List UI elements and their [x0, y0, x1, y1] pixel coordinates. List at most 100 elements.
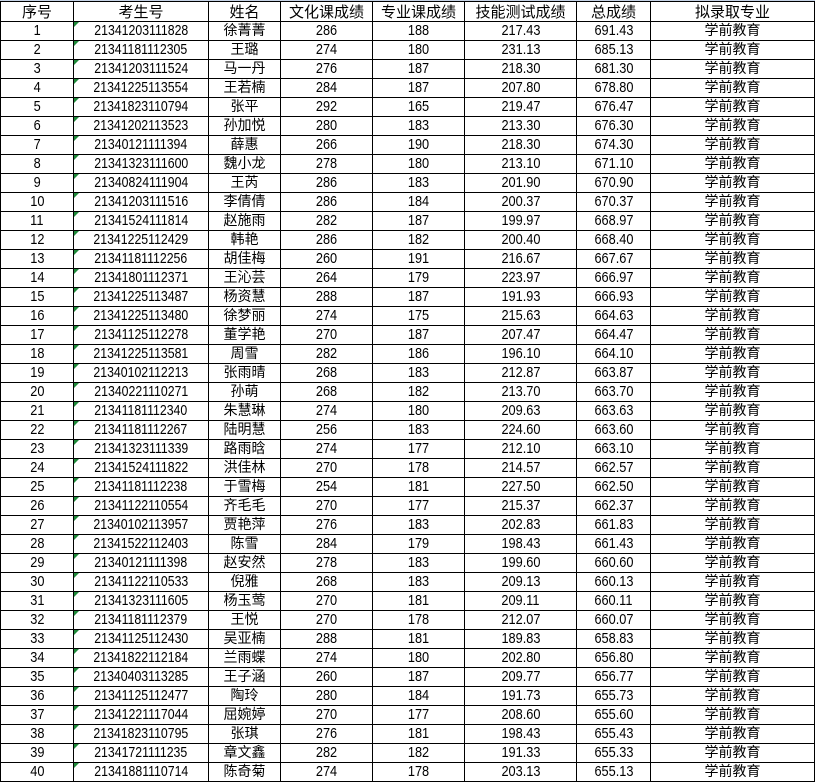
admitted-major-cell[interactable]: 学前教育 [650, 496, 815, 516]
exam-id-cell[interactable]: 21341522112403 [73, 534, 209, 554]
seq-cell[interactable]: 18 [0, 344, 74, 364]
skill-score-cell[interactable]: 201.90 [464, 173, 577, 193]
culture-score-cell[interactable]: 274 [280, 306, 373, 326]
culture-score-cell[interactable]: 256 [280, 420, 373, 440]
major-score-cell[interactable]: 181 [372, 591, 465, 611]
skill-score-cell[interactable]: 214.57 [464, 458, 577, 478]
seq-cell[interactable]: 9 [0, 173, 74, 193]
exam-id-cell[interactable]: 21341181112267 [73, 420, 209, 440]
admitted-major-cell[interactable]: 学前教育 [650, 705, 815, 725]
exam-id-cell[interactable]: 21341524111822 [73, 458, 209, 478]
seq-cell[interactable]: 17 [0, 325, 74, 345]
seq-cell[interactable]: 31 [0, 591, 74, 611]
total-score-cell[interactable]: 668.40 [576, 230, 651, 250]
admitted-major-cell[interactable]: 学前教育 [650, 21, 815, 41]
admitted-major-cell[interactable]: 学前教育 [650, 572, 815, 592]
exam-id-cell[interactable]: 21340102113957 [73, 515, 209, 535]
total-score-cell[interactable]: 670.90 [576, 173, 651, 193]
exam-id-cell[interactable]: 21341225112429 [73, 230, 209, 250]
admitted-major-cell[interactable]: 学前教育 [650, 553, 815, 573]
total-score-cell[interactable]: 662.57 [576, 458, 651, 478]
total-score-cell[interactable]: 661.43 [576, 534, 651, 554]
skill-score-cell[interactable]: 217.43 [464, 21, 577, 41]
skill-score-cell[interactable]: 199.97 [464, 211, 577, 231]
name-cell[interactable]: 吴亚楠 [208, 629, 281, 649]
culture-score-cell[interactable]: 284 [280, 78, 373, 98]
culture-score-cell[interactable]: 280 [280, 116, 373, 136]
culture-score-cell[interactable]: 280 [280, 686, 373, 706]
skill-score-cell[interactable]: 200.37 [464, 192, 577, 212]
culture-score-cell[interactable]: 286 [280, 230, 373, 250]
total-score-cell[interactable]: 667.67 [576, 249, 651, 269]
major-score-cell[interactable]: 180 [372, 40, 465, 60]
major-score-cell[interactable]: 187 [372, 325, 465, 345]
exam-id-cell[interactable]: 21341125112278 [73, 325, 209, 345]
total-score-cell[interactable]: 691.43 [576, 21, 651, 41]
major-score-cell[interactable]: 178 [372, 458, 465, 478]
major-score-cell[interactable]: 181 [372, 629, 465, 649]
admitted-major-cell[interactable]: 学前教育 [650, 591, 815, 611]
name-cell[interactable]: 王芮 [208, 173, 281, 193]
total-score-cell[interactable]: 663.70 [576, 382, 651, 402]
total-score-cell[interactable]: 681.30 [576, 59, 651, 79]
skill-score-cell[interactable]: 207.80 [464, 78, 577, 98]
culture-score-cell[interactable]: 270 [280, 591, 373, 611]
skill-score-cell[interactable]: 196.10 [464, 344, 577, 364]
major-score-cell[interactable]: 181 [372, 724, 465, 744]
total-score-cell[interactable]: 663.60 [576, 420, 651, 440]
admitted-major-cell[interactable]: 学前教育 [650, 173, 815, 193]
header-total-score[interactable]: 总成绩 [576, 1, 651, 22]
total-score-cell[interactable]: 664.47 [576, 325, 651, 345]
admitted-major-cell[interactable]: 学前教育 [650, 629, 815, 649]
name-cell[interactable]: 韩艳 [208, 230, 281, 250]
skill-score-cell[interactable]: 189.83 [464, 629, 577, 649]
header-major-score[interactable]: 专业课成绩 [372, 1, 465, 22]
major-score-cell[interactable]: 182 [372, 230, 465, 250]
skill-score-cell[interactable]: 227.50 [464, 477, 577, 497]
seq-cell[interactable]: 25 [0, 477, 74, 497]
exam-id-cell[interactable]: 21340121111394 [73, 135, 209, 155]
name-cell[interactable]: 孙加悦 [208, 116, 281, 136]
culture-score-cell[interactable]: 274 [280, 648, 373, 668]
major-score-cell[interactable]: 183 [372, 515, 465, 535]
name-cell[interactable]: 张雨晴 [208, 363, 281, 383]
admitted-major-cell[interactable]: 学前教育 [650, 401, 815, 421]
admitted-major-cell[interactable]: 学前教育 [650, 97, 815, 117]
skill-score-cell[interactable]: 198.43 [464, 534, 577, 554]
name-cell[interactable]: 章文鑫 [208, 743, 281, 763]
exam-id-cell[interactable]: 21341225113487 [73, 287, 209, 307]
major-score-cell[interactable]: 165 [372, 97, 465, 117]
exam-id-cell[interactable]: 21341125112477 [73, 686, 209, 706]
exam-id-cell[interactable]: 21341823110795 [73, 724, 209, 744]
name-cell[interactable]: 王悦 [208, 610, 281, 630]
culture-score-cell[interactable]: 270 [280, 705, 373, 725]
exam-id-cell[interactable]: 21341203111524 [73, 59, 209, 79]
name-cell[interactable]: 王若楠 [208, 78, 281, 98]
major-score-cell[interactable]: 181 [372, 477, 465, 497]
admitted-major-cell[interactable]: 学前教育 [650, 724, 815, 744]
seq-cell[interactable]: 30 [0, 572, 74, 592]
seq-cell[interactable]: 10 [0, 192, 74, 212]
header-seq[interactable]: 序号 [0, 1, 74, 22]
major-score-cell[interactable]: 178 [372, 762, 465, 782]
total-score-cell[interactable]: 676.47 [576, 97, 651, 117]
total-score-cell[interactable]: 663.87 [576, 363, 651, 383]
exam-id-cell[interactable]: 21341225113554 [73, 78, 209, 98]
name-cell[interactable]: 赵施雨 [208, 211, 281, 231]
culture-score-cell[interactable]: 270 [280, 610, 373, 630]
total-score-cell[interactable]: 660.11 [576, 591, 651, 611]
name-cell[interactable]: 兰雨蝶 [208, 648, 281, 668]
major-score-cell[interactable]: 184 [372, 686, 465, 706]
total-score-cell[interactable]: 661.83 [576, 515, 651, 535]
skill-score-cell[interactable]: 215.63 [464, 306, 577, 326]
seq-cell[interactable]: 8 [0, 154, 74, 174]
skill-score-cell[interactable]: 213.70 [464, 382, 577, 402]
major-score-cell[interactable]: 183 [372, 116, 465, 136]
total-score-cell[interactable]: 656.77 [576, 667, 651, 687]
admitted-major-cell[interactable]: 学前教育 [650, 325, 815, 345]
admitted-major-cell[interactable]: 学前教育 [650, 534, 815, 554]
exam-id-cell[interactable]: 21341822112184 [73, 648, 209, 668]
major-score-cell[interactable]: 175 [372, 306, 465, 326]
exam-id-cell[interactable]: 21341225113480 [73, 306, 209, 326]
admitted-major-cell[interactable]: 学前教育 [650, 192, 815, 212]
